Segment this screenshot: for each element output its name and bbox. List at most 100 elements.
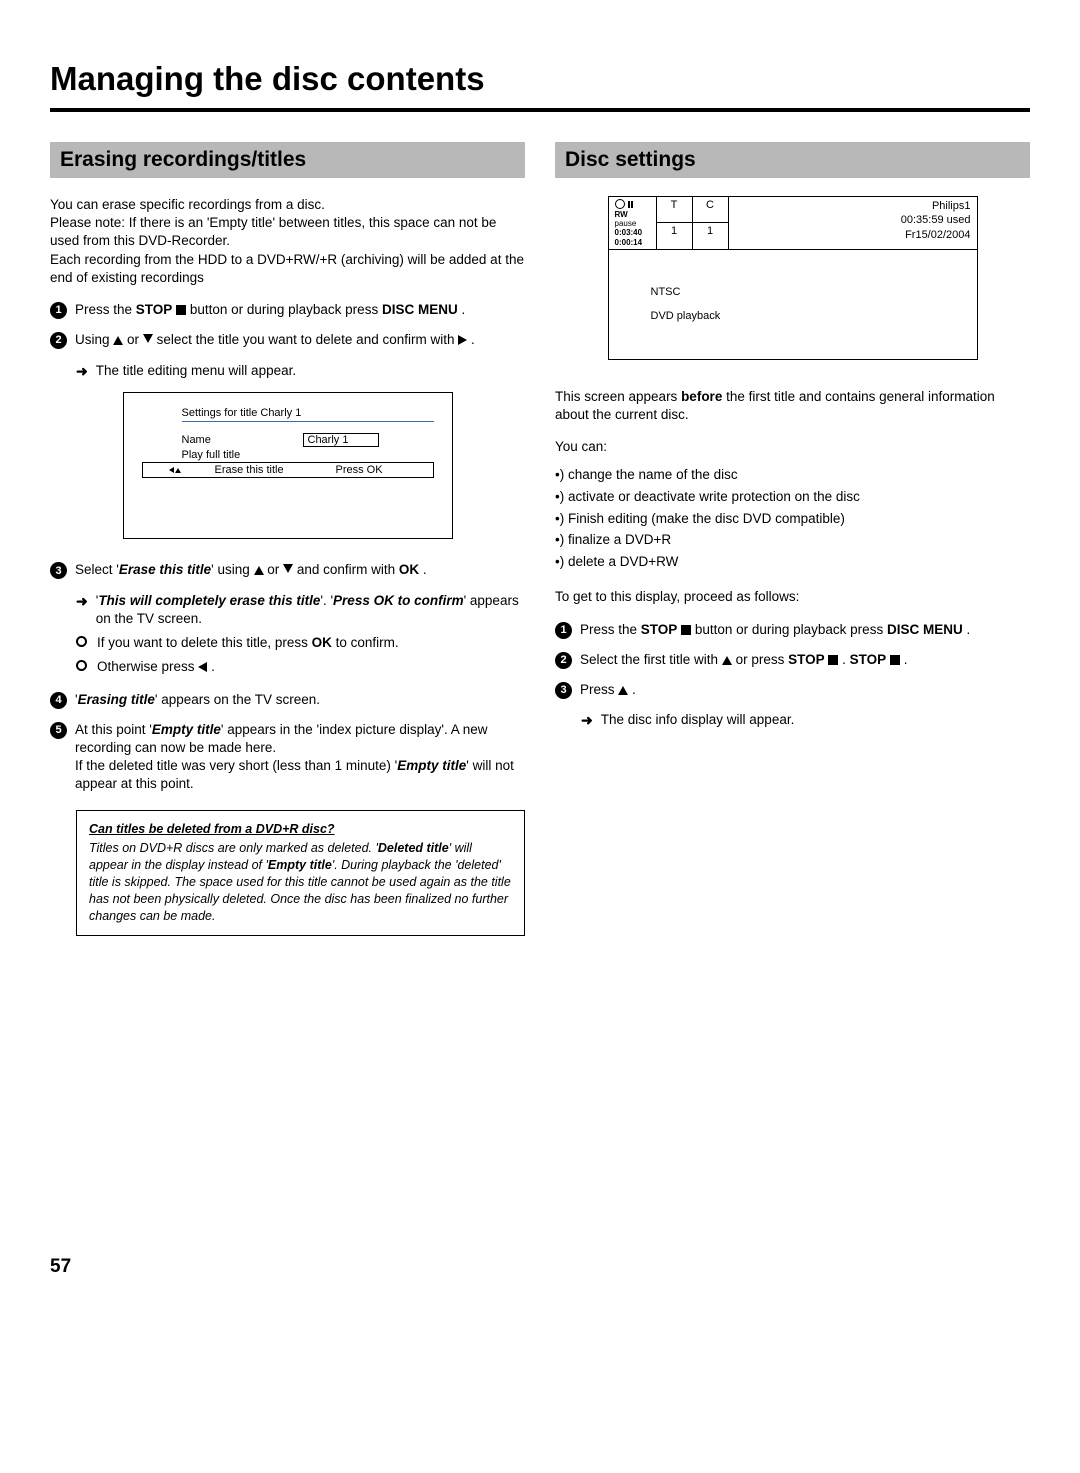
text: and confirm with bbox=[297, 562, 399, 577]
erasing-header: Erasing recordings/titles bbox=[50, 142, 525, 178]
before-label: before bbox=[681, 389, 722, 404]
text: . bbox=[211, 659, 215, 674]
t-val: 1 bbox=[656, 223, 692, 249]
right-icon bbox=[458, 335, 467, 345]
ok-label: OK bbox=[312, 635, 332, 650]
up-icon bbox=[618, 686, 628, 695]
stop-icon bbox=[828, 655, 838, 665]
step-number-icon: 3 bbox=[555, 682, 572, 699]
list-item: activate or deactivate write protection … bbox=[555, 486, 1030, 508]
screen1-name-value: Charly 1 bbox=[303, 433, 379, 447]
arrow-icon: ➜ bbox=[76, 362, 88, 381]
right-step-3: 3 Press . bbox=[555, 681, 1030, 699]
left-step-3-sub: ➜ 'This will completely erase this title… bbox=[76, 592, 525, 628]
erasing-intro: You can erase specific recordings from a… bbox=[50, 196, 525, 287]
circle-bullet-icon bbox=[76, 660, 87, 671]
pause-icon bbox=[628, 201, 633, 208]
text: '. ' bbox=[320, 593, 333, 608]
text: Using bbox=[75, 332, 113, 347]
press-ok-msg: Press OK to confirm bbox=[333, 593, 464, 608]
down-icon bbox=[143, 334, 153, 343]
ok-label: OK bbox=[399, 562, 419, 577]
text: Select the first title with bbox=[580, 652, 722, 667]
disc-settings-header: Disc settings bbox=[555, 142, 1030, 178]
disc-info-screenshot: RW pause 0:03:40 0:00:14 T C Philips1 00… bbox=[608, 196, 978, 360]
text: Select ' bbox=[75, 562, 119, 577]
selection-arrows-icon bbox=[169, 467, 189, 473]
screen2-side: RW pause 0:03:40 0:00:14 bbox=[608, 197, 656, 250]
rw-label: RW bbox=[615, 210, 628, 219]
step-number-icon: 3 bbox=[50, 562, 67, 579]
text: . bbox=[632, 682, 636, 697]
screen1-name-label: Name bbox=[182, 434, 277, 446]
c-head: C bbox=[692, 197, 728, 223]
left-step-1: 1 Press the STOP button or during playba… bbox=[50, 301, 525, 319]
arrow-icon: ➜ bbox=[581, 711, 593, 730]
erase-confirm-msg: This will completely erase this title bbox=[98, 593, 320, 608]
left-step-4: 4 'Erasing title' appears on the TV scre… bbox=[50, 691, 525, 709]
text: At this point ' bbox=[75, 722, 152, 737]
text: Otherwise press bbox=[97, 659, 198, 674]
step-number-icon: 2 bbox=[555, 652, 572, 669]
stop-icon bbox=[176, 305, 186, 315]
title-rule bbox=[50, 108, 1030, 112]
page-title: Managing the disc contents bbox=[50, 60, 1030, 98]
text: button or during playback press bbox=[695, 622, 887, 637]
dvd-playback-label: DVD playback bbox=[651, 304, 971, 328]
left-bullet-2: Otherwise press . bbox=[76, 658, 525, 676]
time2: 0:00:14 bbox=[615, 238, 650, 247]
left-step-2-sub: ➜ The title editing menu will appear. bbox=[76, 362, 525, 381]
up-icon bbox=[254, 566, 264, 575]
text: button or during playback press bbox=[190, 302, 382, 317]
text: . bbox=[461, 302, 465, 317]
you-can-label: You can: bbox=[555, 438, 1030, 456]
disc-menu-label: DISC MENU bbox=[887, 622, 963, 637]
screen1-erase-label: Erase this title bbox=[215, 464, 310, 476]
screen1-title: Settings for title Charly 1 bbox=[142, 407, 434, 419]
disc-menu-label: DISC MENU bbox=[382, 302, 458, 317]
screen1-play-label: Play full title bbox=[182, 449, 277, 461]
title-edit-screenshot: Settings for title Charly 1 Name Charly … bbox=[123, 392, 453, 539]
screen1-rule bbox=[182, 421, 434, 422]
disc-name: Philips1 bbox=[735, 199, 971, 213]
down-icon bbox=[283, 564, 293, 573]
text: If you want to delete this title, press bbox=[97, 635, 312, 650]
left-step-5: 5 At this point 'Empty title' appears in… bbox=[50, 721, 525, 794]
stop-label: STOP bbox=[850, 652, 887, 667]
text: or bbox=[127, 332, 143, 347]
text: or bbox=[267, 562, 283, 577]
screen2-disc-info: Philips1 00:35:59 used Fr15/02/2004 bbox=[728, 197, 977, 250]
pause-label: pause bbox=[615, 219, 637, 228]
step-number-icon: 5 bbox=[50, 722, 67, 739]
text: . bbox=[423, 562, 427, 577]
list-item: finalize a DVD+R bbox=[555, 529, 1030, 551]
text: Press bbox=[580, 682, 618, 697]
text: Press the bbox=[580, 622, 641, 637]
text: . bbox=[471, 332, 475, 347]
text: Titles on DVD+R discs are only marked as… bbox=[89, 841, 378, 855]
left-icon bbox=[198, 662, 207, 672]
stop-icon bbox=[681, 625, 691, 635]
step-number-icon: 2 bbox=[50, 332, 67, 349]
stop-label: STOP bbox=[641, 622, 678, 637]
arrow-icon: ➜ bbox=[76, 592, 88, 628]
empty-title-msg: Empty title bbox=[397, 758, 466, 773]
you-can-list: change the name of the disc activate or … bbox=[555, 464, 1030, 572]
page-number: 57 bbox=[50, 1256, 1030, 1278]
left-step-3: 3 Select 'Erase this title' using or and… bbox=[50, 561, 525, 579]
c-val: 1 bbox=[692, 223, 728, 249]
disc-date: Fr15/02/2004 bbox=[735, 228, 971, 242]
deleted-title-label: Deleted title bbox=[378, 841, 449, 855]
up-icon bbox=[722, 656, 732, 665]
right-step-1: 1 Press the STOP button or during playba… bbox=[555, 621, 1030, 639]
text: ' appears on the TV screen. bbox=[155, 692, 320, 707]
right-column: Disc settings RW pause 0:03:40 0:00:14 T… bbox=[555, 142, 1030, 936]
t-head: T bbox=[656, 197, 692, 223]
right-step-3-sub: ➜ The disc info display will appear. bbox=[581, 711, 1030, 730]
empty-title-msg: Empty title bbox=[152, 722, 221, 737]
proceed-label: To get to this display, proceed as follo… bbox=[555, 588, 1030, 606]
erasing-title-msg: Erasing title bbox=[78, 692, 155, 707]
text: . bbox=[966, 622, 970, 637]
text: ' using bbox=[211, 562, 253, 577]
text: or press bbox=[736, 652, 789, 667]
